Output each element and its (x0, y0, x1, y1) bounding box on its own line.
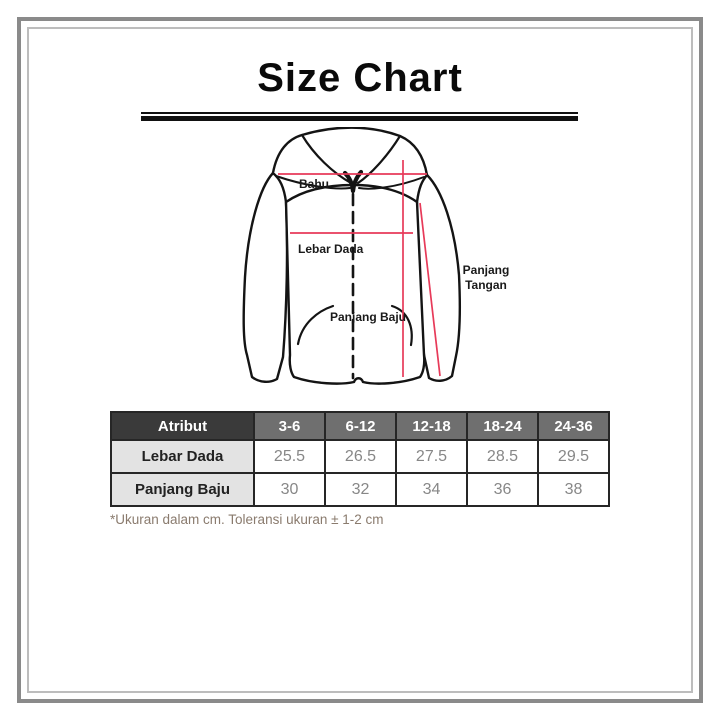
table-header-atribut: Atribut (110, 411, 255, 441)
table-cell: 25.5 (253, 439, 326, 474)
row-attribute-label: Panjang Baju (110, 472, 255, 507)
hoodie-measurement-diagram: Bahu Lebar Dada Panjang Baju Panjang Tan… (242, 127, 509, 385)
hood-opening-left-path (300, 133, 353, 185)
size-table: Atribut 3-6 6-12 12-18 18-24 24-36 Lebar… (110, 411, 610, 507)
hood-opening-right-path (356, 134, 402, 185)
table-header-size-6-12: 6-12 (324, 411, 397, 441)
table-header-size-24-36: 24-36 (537, 411, 610, 441)
diagram-labels-group: Bahu Lebar Dada Panjang Baju Panjang Tan… (298, 177, 509, 324)
right-pocket-path (390, 304, 413, 347)
table-cell: 30 (253, 472, 326, 507)
left-pocket-path (296, 304, 335, 346)
collar-left-path (275, 175, 351, 190)
row-attribute-label: Lebar Dada (110, 439, 255, 474)
measurement-lines-group (278, 160, 441, 377)
table-cell: 32 (324, 472, 397, 507)
table-header-size-18-24: 18-24 (466, 411, 539, 441)
table-header-size-12-18: 12-18 (395, 411, 468, 441)
panjang-tangan-label-line2: Tangan (465, 278, 507, 292)
panjang-tangan-label-line1: Panjang (463, 263, 510, 277)
table-cell: 34 (395, 472, 468, 507)
panjang-tangan-measure-line (419, 202, 441, 377)
hoodie-outline-group (242, 127, 462, 385)
size-footnote: *Ukuran dalam cm. Toleransi ukuran ± 1-2… (110, 512, 384, 527)
table-cell: 38 (537, 472, 610, 507)
title-divider-thin-line (141, 112, 578, 114)
title-divider-thick-line (141, 116, 578, 121)
table-header-size-3-6: 3-6 (253, 411, 326, 441)
table-cell: 27.5 (395, 439, 468, 474)
table-cell: 29.5 (537, 439, 610, 474)
size-table-header-row: Atribut 3-6 6-12 12-18 18-24 24-36 (110, 411, 610, 441)
collar-right-path (358, 176, 425, 190)
panjang-baju-label: Panjang Baju (330, 310, 406, 324)
hood-path (271, 127, 429, 177)
title-divider (141, 112, 578, 121)
table-cell: 28.5 (466, 439, 539, 474)
lebar-dada-label: Lebar Dada (298, 242, 364, 256)
table-cell: 26.5 (324, 439, 397, 474)
table-row-panjang-baju: Panjang Baju 30 32 34 36 38 (110, 472, 610, 507)
table-cell: 36 (466, 472, 539, 507)
table-row-lebar-dada: Lebar Dada 25.5 26.5 27.5 28.5 29.5 (110, 439, 610, 474)
page-title: Size Chart (257, 56, 463, 100)
outer-frame-border (17, 17, 703, 703)
inner-frame-border (27, 27, 693, 693)
bahu-label: Bahu (299, 177, 329, 191)
left-sleeve-path (242, 171, 289, 383)
